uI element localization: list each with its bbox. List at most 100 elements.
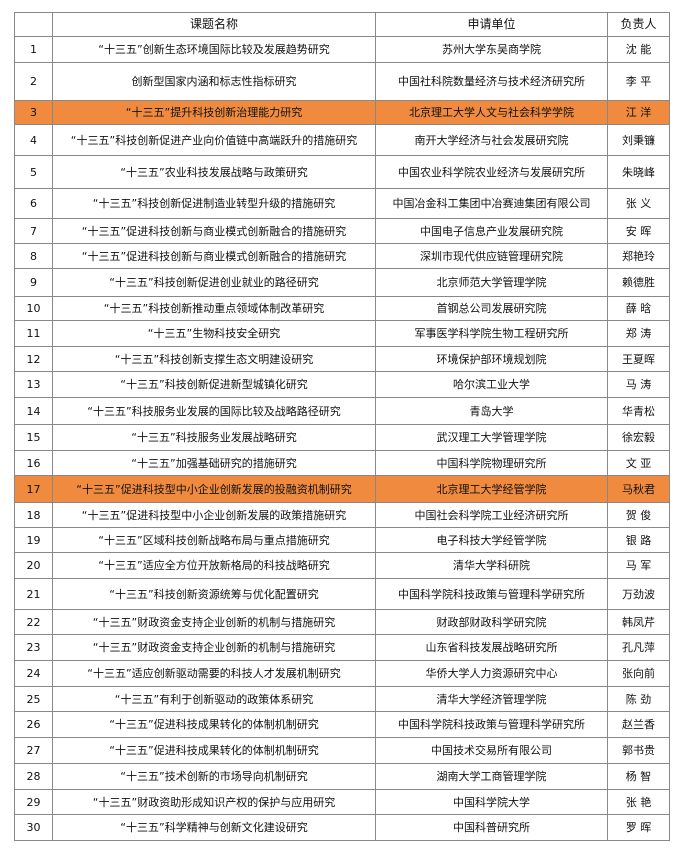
cell-no: 21 (14, 578, 53, 610)
cell-unit: 哈尔滨工业大学 (375, 371, 608, 398)
cell-leader: 马秋君 (607, 475, 670, 503)
cell-no: 9 (14, 268, 53, 297)
cell-unit: 首钢总公司发展研究院 (375, 296, 608, 321)
cell-title: “十三五”科技创新推动重点领域体制改革研究 (52, 296, 376, 321)
cell-unit: 中国科普研究所 (375, 814, 608, 841)
cell-leader: 罗 晖 (607, 814, 670, 841)
cell-unit: 北京理工大学人文与社会科学学院 (375, 100, 608, 125)
header-cell: 课题名称 (52, 12, 376, 37)
cell-unit: 深圳市现代供应链管理研究院 (375, 243, 608, 269)
cell-leader: 安 晖 (607, 218, 670, 244)
cell-leader: 文 亚 (607, 450, 670, 476)
cell-no: 22 (14, 609, 53, 635)
cell-title: “十三五”科技创新促进产业向价值链中高端跃升的措施研究 (52, 124, 376, 156)
table-row: 30 “十三五”科学精神与创新文化建设研究 中国科普研究所罗 晖 (14, 814, 670, 841)
cell-title: “十三五”农业科技发展战略与政策研究 (52, 155, 376, 189)
cell-no: 6 (14, 188, 53, 219)
cell-unit: 北京理工大学经管学院 (375, 475, 608, 503)
table-row: 28 “十三五”技术创新的市场导向机制研究 湖南大学工商管理学院杨 智 (14, 763, 670, 790)
cell-title: “十三五”科技创新促进新型城镇化研究 (52, 371, 376, 398)
cell-unit: 中国科学院物理研究所 (375, 450, 608, 476)
cell-title: “十三五”加强基础研究的措施研究 (52, 450, 376, 476)
cell-leader: 江 洋 (607, 100, 670, 125)
cell-unit: 湖南大学工商管理学院 (375, 763, 608, 790)
table-row: 17 “十三五”促进科技型中小企业创新发展的投融资机制研究 北京理工大学经管学院 马秋… (14, 475, 670, 503)
cell-leader: 李 平 (607, 62, 670, 101)
cell-no: 7 (14, 218, 53, 244)
cell-unit: 财政部财政科学研究院 (375, 609, 608, 635)
cell-leader: 贺 俊 (607, 502, 670, 528)
cell-leader: 郑 涛 (607, 320, 670, 347)
cell-title: “十三五”科技创新促进创业就业的路径研究 (52, 268, 376, 297)
cell-no: 26 (14, 711, 53, 738)
cell-leader: 华青松 (607, 397, 670, 425)
cell-leader: 朱晓峰 (607, 155, 670, 189)
cell-unit: 环境保护部环境规划院 (375, 346, 608, 372)
cell-title: “十三五”财政资助形成知识产权的保护与应用研究 (52, 789, 376, 815)
cell-title: “十三五”区域科技创新战略布局与重点措施研究 (52, 527, 376, 553)
cell-unit: 中国电子信息产业发展研究院 (375, 218, 608, 244)
table-row: 16 “十三五”加强基础研究的措施研究 中国科学院物理研究所文 亚 (14, 450, 670, 476)
table-row: 11 “十三五”生物科技安全研究 军事医学科学院生物工程研究所郑 涛 (14, 320, 670, 347)
cell-no: 23 (14, 634, 53, 661)
cell-unit: 山东省科技发展战略研究所 (375, 634, 608, 661)
cell-no: 8 (14, 243, 53, 269)
table-row: 12 “十三五”科技创新支撑生态文明建设研究 环境保护部环境规划院 王夏晖 (14, 346, 670, 372)
cell-leader: 郭书贵 (607, 737, 670, 764)
table-row: 6 “十三五”科技创新促进制造业转型升级的措施研究 中国冶金科工集团中冶赛迪集团有限… (14, 188, 670, 219)
table-row: 7 “十三五”促进科技创新与商业模式创新融合的措施研究 中国电子信息产业发展研究院安… (14, 218, 670, 244)
cell-no: 4 (14, 124, 53, 156)
cell-no: 18 (14, 502, 53, 528)
table-row: 18 “十三五”促进科技型中小企业创新发展的政策措施研究 中国社会科学院工业经济研究… (14, 502, 670, 528)
cell-no: 14 (14, 397, 53, 425)
table-row: 22 “十三五”财政资金支持企业创新的机制与措施研究 财政部财政科学研究院 韩凤芹 (14, 609, 670, 635)
table-row: 1 “十三五”创新生态环境国际比较及发展趋势研究 苏州大学东吴商学院沈 能 (14, 36, 670, 63)
cell-title: “十三五”促进科技成果转化的体制机制研究 (52, 737, 376, 764)
cell-unit: 中国冶金科工集团中冶赛迪集团有限公司 (375, 188, 608, 219)
table-row: 3 “十三五”提升科技创新治理能力研究 北京理工大学人文与社会科学学院江 洋 (14, 100, 670, 125)
cell-no: 27 (14, 737, 53, 764)
cell-unit: 中国科学院科技政策与管理科学研究所 (375, 711, 608, 738)
cell-title: “十三五”促进科技创新与商业模式创新融合的措施研究 (52, 243, 376, 269)
table-body: 1 “十三五”创新生态环境国际比较及发展趋势研究 苏州大学东吴商学院沈 能 2 创新型国… (14, 36, 670, 841)
table-row: 4 “十三五”科技创新促进产业向价值链中高端跃升的措施研究 南开大学经济与社会发展研… (14, 124, 670, 156)
cell-no: 28 (14, 763, 53, 790)
cell-title: 创新型国家内涵和标志性指标研究 (52, 62, 376, 101)
table-row: 9 “十三五”科技创新促进创业就业的路径研究 北京师范大学管理学院 赖德胜 (14, 268, 670, 297)
cell-no: 13 (14, 371, 53, 398)
table-row: 25 “十三五”有利于创新驱动的政策体系研究 清华大学经济管理学院陈 劲 (14, 686, 670, 712)
cell-title: “十三五”生物科技安全研究 (52, 320, 376, 347)
cell-leader: 万劲波 (607, 578, 670, 610)
cell-title: “十三五”适应创新驱动需要的科技人才发展机制研究 (52, 660, 376, 687)
cell-title: “十三五”促进科技型中小企业创新发展的投融资机制研究 (52, 475, 376, 503)
cell-title: “十三五”科学精神与创新文化建设研究 (52, 814, 376, 841)
cell-leader: 刘秉镰 (607, 124, 670, 156)
table-row: 10 “十三五”科技创新推动重点领域体制改革研究 首钢总公司发展研究院薛 晗 (14, 296, 670, 321)
cell-title: “十三五”有利于创新驱动的政策体系研究 (52, 686, 376, 712)
cell-unit: 中国社科院数量经济与技术经济研究所 (375, 62, 608, 101)
cell-title: “十三五”促进科技成果转化的体制机制研究 (52, 711, 376, 738)
cell-unit: 武汉理工大学管理学院 (375, 424, 608, 451)
cell-unit: 电子科技大学经管学院 (375, 527, 608, 553)
cell-title: “十三五”技术创新的市场导向机制研究 (52, 763, 376, 790)
cell-leader: 张 义 (607, 188, 670, 219)
cell-no: 19 (14, 527, 53, 553)
cell-no: 16 (14, 450, 53, 476)
cell-no: 29 (14, 789, 53, 815)
table-row: 23 “十三五”财政资金支持企业创新的机制与措施研究 山东省科技发展战略研究所 孔凡萍 (14, 634, 670, 661)
cell-leader: 薛 晗 (607, 296, 670, 321)
cell-no: 25 (14, 686, 53, 712)
cell-no: 24 (14, 660, 53, 687)
table-row: 2 创新型国家内涵和标志性指标研究 中国社科院数量经济与技术经济研究所李 平 (14, 62, 670, 101)
cell-unit: 清华大学经济管理学院 (375, 686, 608, 712)
cell-leader: 马 涛 (607, 371, 670, 398)
header-cell: 负责人 (607, 12, 670, 37)
cell-title: “十三五”促进科技型中小企业创新发展的政策措施研究 (52, 502, 376, 528)
cell-unit: 南开大学经济与社会发展研究院 (375, 124, 608, 156)
table-row: 27 “十三五”促进科技成果转化的体制机制研究 中国技术交易所有限公司 郭书贵 (14, 737, 670, 764)
header-cell: 申请单位 (375, 12, 608, 37)
cell-leader: 沈 能 (607, 36, 670, 63)
table-row: 29 “十三五”财政资助形成知识产权的保护与应用研究 中国科学院大学张 艳 (14, 789, 670, 815)
cell-unit: 中国社会科学院工业经济研究所 (375, 502, 608, 528)
